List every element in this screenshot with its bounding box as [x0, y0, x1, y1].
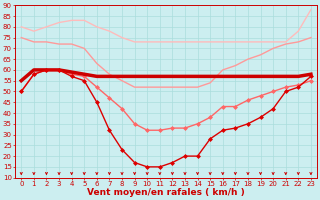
X-axis label: Vent moyen/en rafales ( km/h ): Vent moyen/en rafales ( km/h )	[87, 188, 245, 197]
